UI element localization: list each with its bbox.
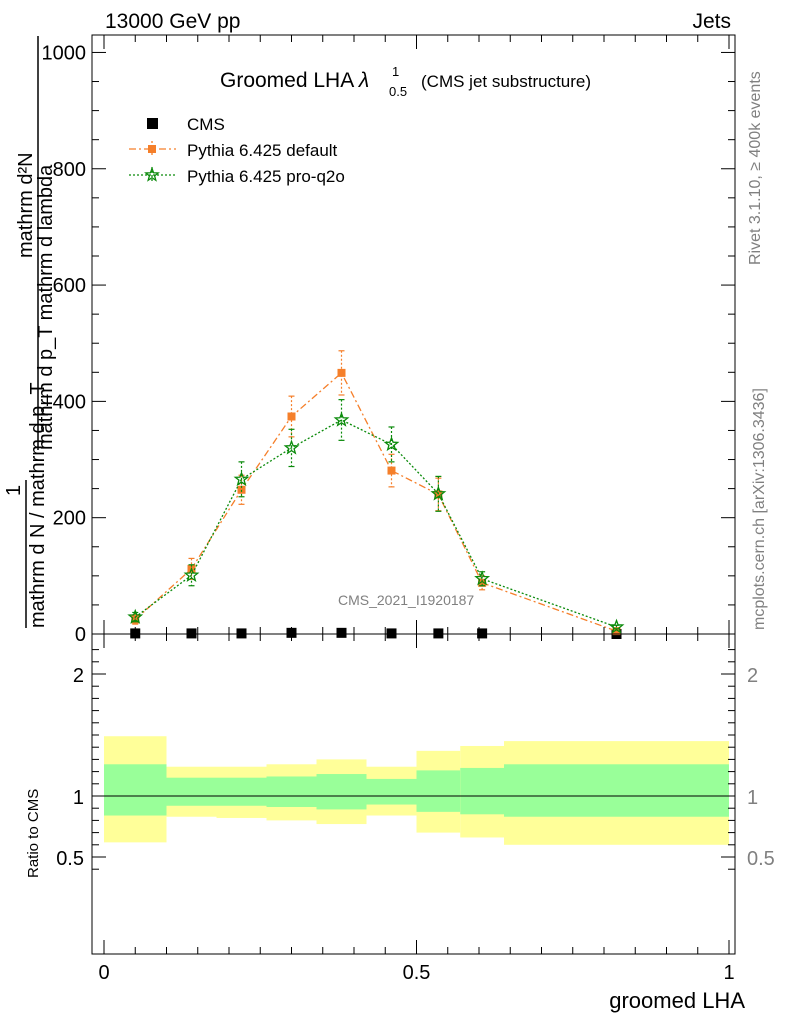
data-point-2 xyxy=(608,618,625,634)
data-point-2 xyxy=(183,566,200,583)
legend-label-proq2o: Pythia 6.425 pro-q2o xyxy=(187,167,345,186)
series-line-1 xyxy=(134,371,617,632)
ratio-inner-band xyxy=(104,764,167,816)
ratio-y-label: Ratio to CMS xyxy=(25,789,42,878)
data-point-0 xyxy=(386,628,397,639)
main-y-axis-label: mathrm d²N mathrm d p_T mathrm d lambda … xyxy=(3,36,57,628)
data-point-2 xyxy=(430,485,447,501)
ratio-inner-band xyxy=(166,777,217,806)
data-point-1 xyxy=(612,627,621,636)
process-label: Jets xyxy=(692,10,731,33)
ratio-ytick-label: 0.5 xyxy=(56,848,84,870)
ratio-ytick-label: 2 xyxy=(73,665,84,687)
data-point-0 xyxy=(236,628,247,639)
data-point-2 xyxy=(333,411,350,427)
ratio-inner-band xyxy=(416,770,461,812)
plot-title-note: (CMS jet substructure) xyxy=(421,72,591,91)
ratio-inner-band xyxy=(366,778,417,805)
legend-marker-cms xyxy=(147,118,158,129)
data-point-2 xyxy=(474,570,491,586)
main-ytick-label: 800 xyxy=(53,159,86,181)
data-point-2 xyxy=(383,436,400,452)
main-ytick-label: 1000 xyxy=(42,42,87,64)
ratio-inner-band xyxy=(460,767,504,815)
ratio-xtick-label: 0 xyxy=(98,962,109,984)
plot-title-sub: 0.5 xyxy=(389,84,407,99)
ratio-ytick-label-right: 2 xyxy=(747,665,758,687)
data-point-1 xyxy=(337,368,346,377)
plot-title-sup: 1 xyxy=(392,64,399,79)
legend-label-default: Pythia 6.425 default xyxy=(187,141,338,160)
x-axis-label: groomed LHA xyxy=(609,988,745,1013)
ratio-ytick-label: 1 xyxy=(73,787,84,809)
energy-label: 13000 GeV pp xyxy=(105,10,240,33)
ratio-xtick-label: 0.5 xyxy=(403,962,431,984)
rivet-label: Rivet 3.1.10, ≥ 400k events xyxy=(747,71,764,265)
plot-title: Groomed LHA λ xyxy=(220,69,369,92)
ratio-xtick-label: 1 xyxy=(723,962,734,984)
ylabel-mid: mathrm d p_T mathrm d lambda xyxy=(35,164,57,450)
ratio-inner-band xyxy=(504,764,729,817)
ylabel-numerator: mathrm d²N xyxy=(15,152,37,258)
ratio-bands xyxy=(104,736,729,845)
ratio-inner-band xyxy=(316,774,367,810)
main-ytick-label: 600 xyxy=(53,275,86,297)
main-ytick-label: 200 xyxy=(53,508,86,530)
main-ytick-label: 0 xyxy=(75,624,86,646)
data-point-2 xyxy=(283,439,300,455)
ratio-plot-frame xyxy=(91,633,736,955)
data-point-2 xyxy=(233,470,250,487)
data-point-1 xyxy=(387,466,396,475)
data-point-1 xyxy=(237,485,246,494)
data-point-0 xyxy=(433,628,444,639)
ratio-ytick-label-right: 1 xyxy=(747,787,758,809)
ylabel-one: 1 xyxy=(3,485,25,496)
legend-marker-proq2o xyxy=(144,166,160,182)
data-point-1 xyxy=(478,578,487,587)
data-point-0 xyxy=(186,628,197,639)
data-point-0 xyxy=(477,628,488,639)
legend-label-cms: CMS xyxy=(187,115,225,134)
data-point-0 xyxy=(336,627,347,638)
mcplots-label: mcplots.cern.ch [arXiv:1306.3436] xyxy=(751,388,768,630)
ratio-inner-band xyxy=(266,776,317,807)
ratio-inner-band xyxy=(216,777,267,806)
data-point-1 xyxy=(434,490,443,499)
data-point-1 xyxy=(287,412,296,421)
main-ytick-label: 400 xyxy=(53,391,86,413)
ratio-ytick-label-right: 0.5 xyxy=(747,848,775,870)
analysis-watermark: CMS_2021_I1920187 xyxy=(338,592,474,608)
legend-marker-default xyxy=(148,145,156,153)
legend: CMS Pythia 6.425 default Pythia 6.425 pr… xyxy=(129,115,345,186)
ylabel-denominator: mathrm d N / mathrm d p_T xyxy=(27,382,49,628)
data-point-2 xyxy=(127,608,144,624)
